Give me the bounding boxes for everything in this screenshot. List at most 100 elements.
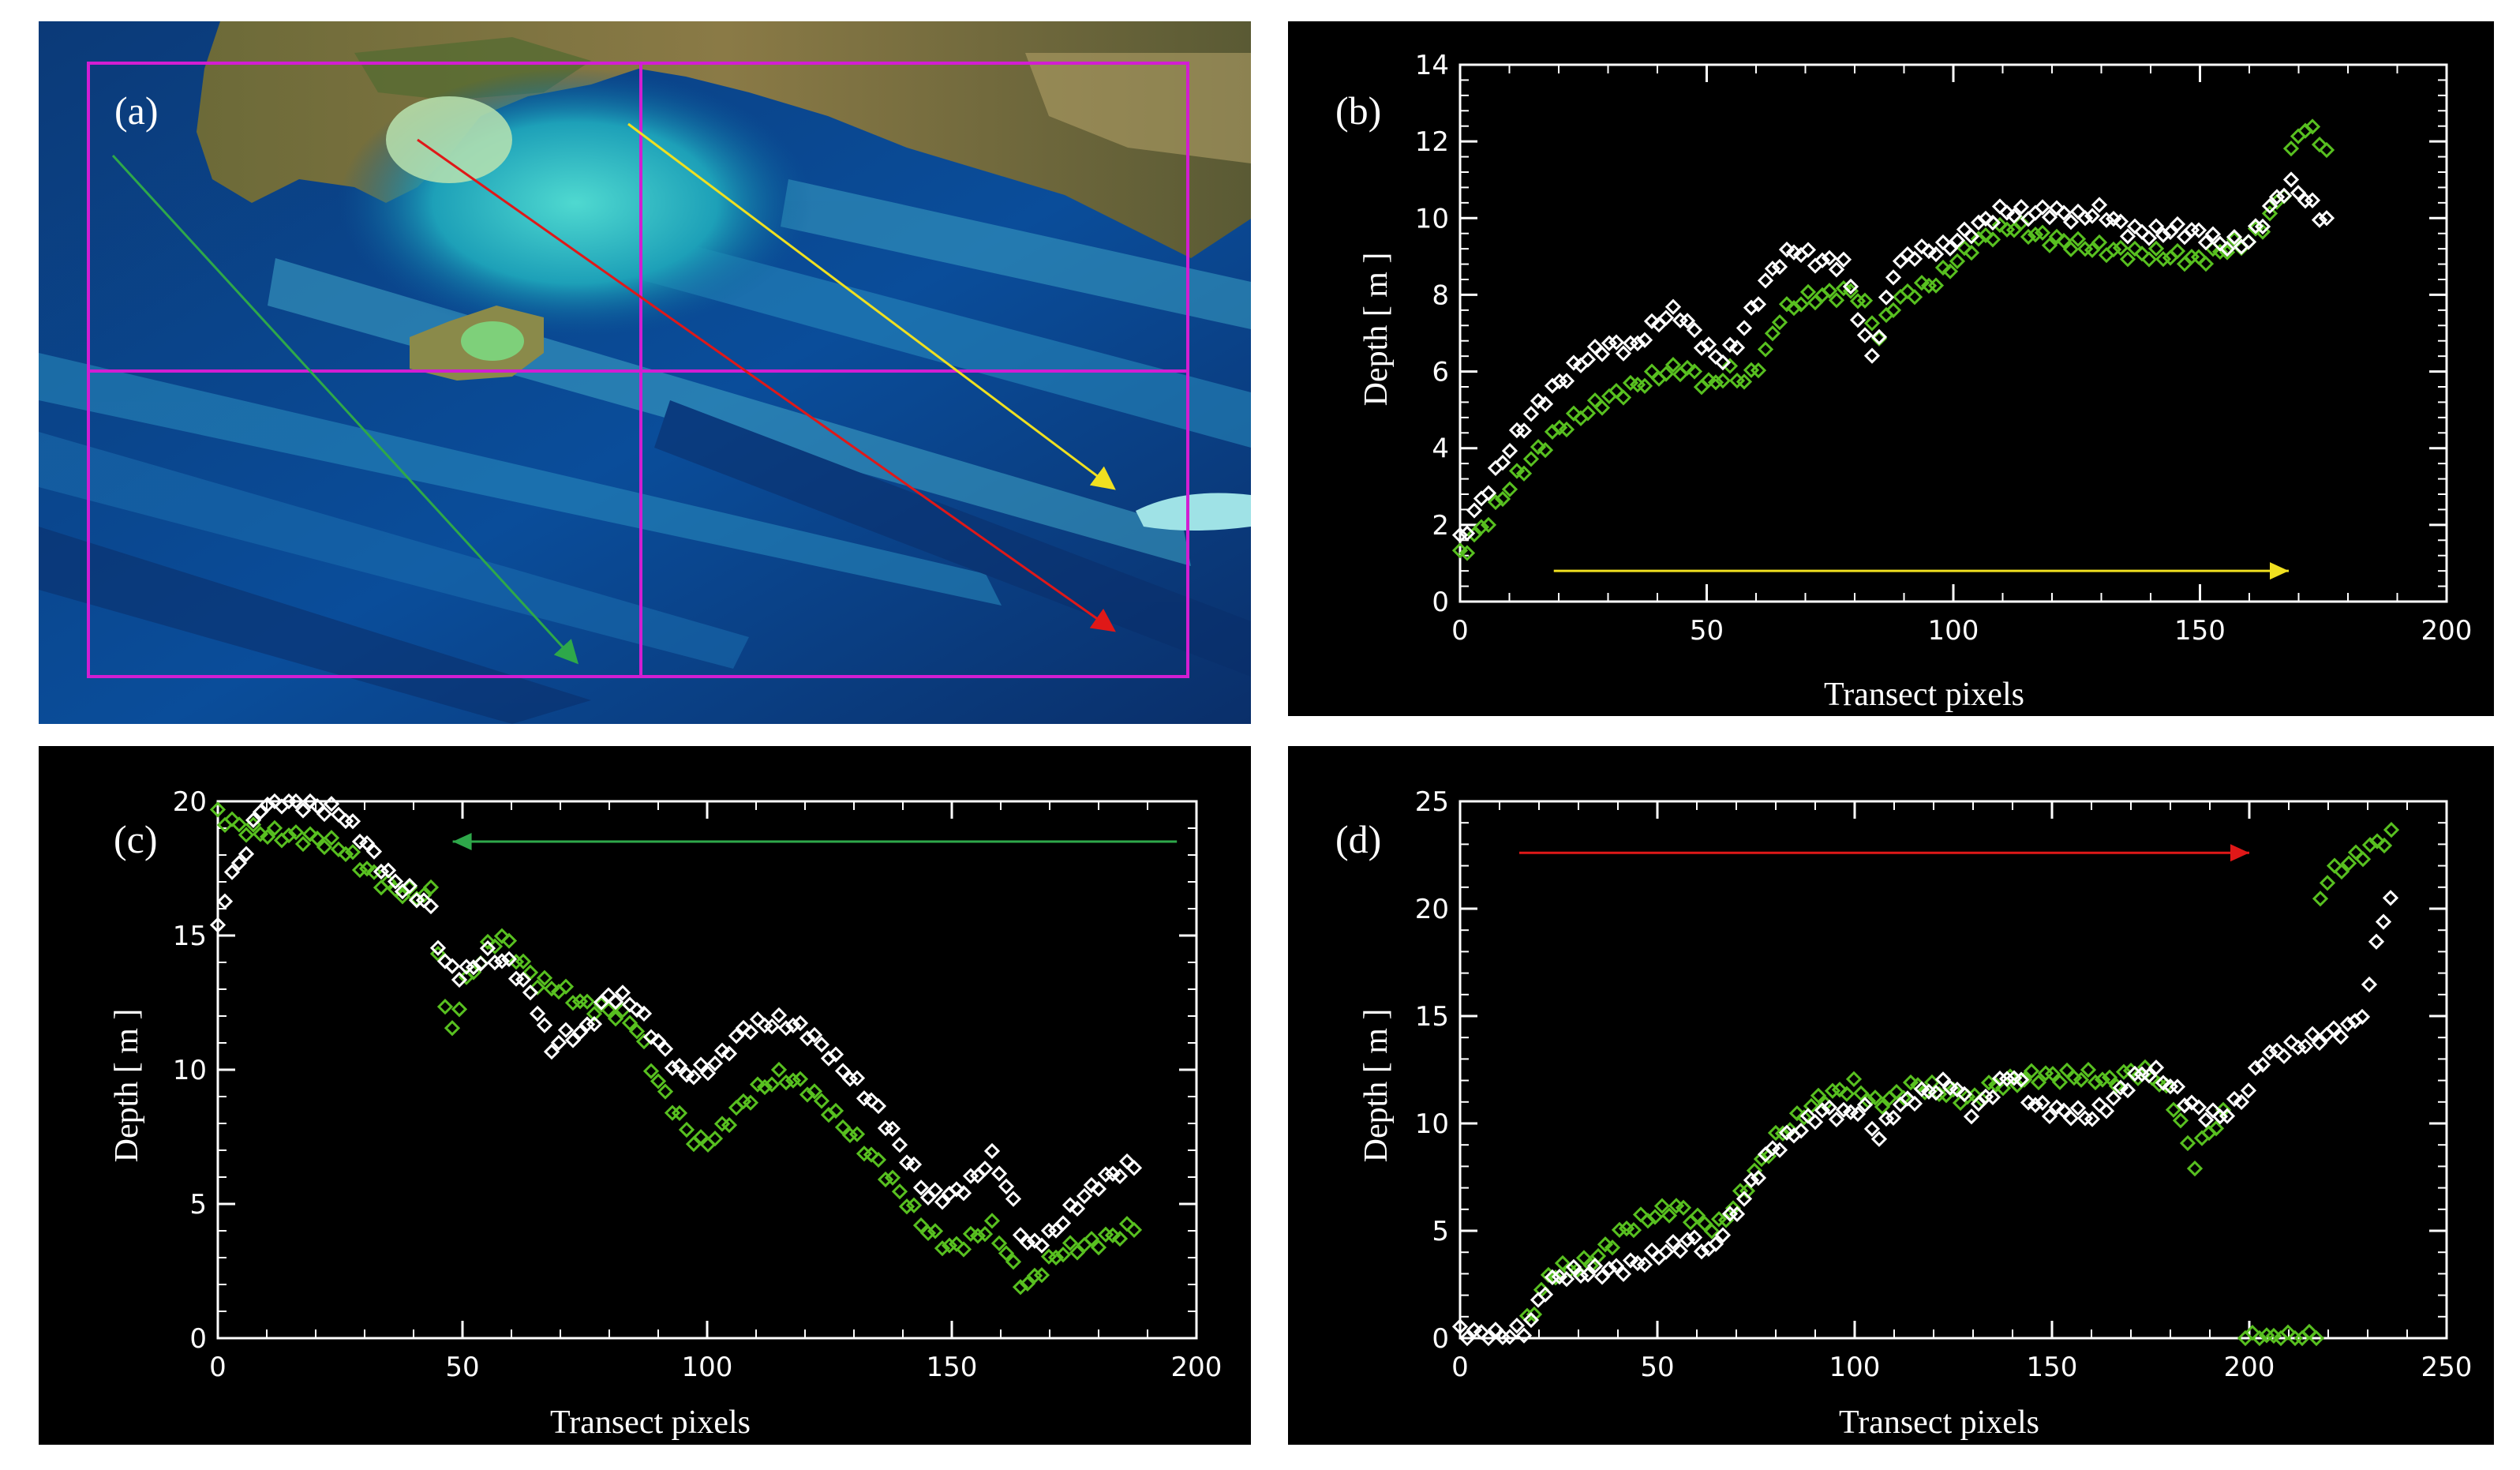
data-point (2197, 234, 2215, 251)
data-point (2311, 1034, 2328, 1052)
panel-b-tag: (b) (1335, 88, 1381, 133)
data-point (898, 1198, 916, 1215)
data-point (1458, 545, 1476, 561)
data-point (1728, 1206, 1746, 1222)
data-point (955, 1185, 972, 1202)
data-point (600, 1002, 617, 1018)
data-point (1515, 465, 1533, 482)
data-point (1771, 314, 1788, 331)
data-point (2048, 1099, 2065, 1116)
data-point (2361, 976, 2378, 993)
reef-patch (1136, 493, 1251, 531)
farmland (1025, 53, 1251, 163)
data-point (1906, 1095, 1923, 1112)
data-point (1949, 232, 1966, 249)
data-point (1629, 335, 1646, 351)
data-point (2091, 197, 2108, 213)
data-point (2340, 855, 2357, 872)
data-point (2304, 1026, 2321, 1042)
data-point (1012, 1279, 1029, 1296)
data-point (1920, 243, 1938, 260)
data-point (429, 939, 447, 956)
data-point (2261, 197, 2278, 215)
data-point (557, 1022, 575, 1038)
data-point (1956, 240, 1973, 257)
data-point (1807, 1114, 1824, 1131)
data-point (557, 978, 575, 995)
data-point (316, 838, 333, 856)
data-point (1458, 525, 1476, 542)
data-point (2190, 1099, 2207, 1116)
data-point (1984, 1089, 2001, 1105)
data-point (564, 1032, 582, 1048)
data-point (2147, 1059, 2165, 1076)
data-point (728, 1027, 745, 1044)
data-point (699, 1065, 717, 1082)
data-point (671, 1104, 688, 1122)
x-tick-label: 0 (209, 1352, 227, 1383)
data-point (1778, 296, 1795, 313)
data-point (1977, 210, 1994, 227)
data-point (1111, 1168, 1129, 1184)
data-point (1814, 252, 1831, 268)
data-point (1664, 357, 1682, 373)
data-point (373, 863, 390, 880)
data-point (1572, 1267, 1590, 1284)
data-point (1586, 1258, 1604, 1274)
data-point (650, 1033, 667, 1049)
x-tick-label: 150 (2174, 615, 2226, 647)
data-point (2098, 1103, 2115, 1119)
data-point (2318, 141, 2335, 159)
data-point (2162, 223, 2179, 241)
data-point (678, 1121, 695, 1138)
data-point (1679, 1232, 1696, 1248)
data-point (976, 1225, 994, 1243)
data-point (721, 1116, 738, 1134)
data-point (2361, 837, 2379, 853)
data-point (2282, 141, 2300, 157)
data-point (1863, 347, 1881, 364)
x-tick-label: 50 (1640, 1352, 1674, 1383)
data-point (1480, 516, 1497, 534)
data-point (245, 812, 262, 828)
data-point (373, 879, 390, 896)
data-point (827, 1046, 844, 1063)
data-point (692, 1056, 710, 1073)
data-point (948, 1236, 965, 1252)
data-point (1831, 1082, 1848, 1098)
data-point (586, 1016, 603, 1033)
data-point (2155, 251, 2172, 268)
data-point (1125, 1221, 1143, 1239)
chart-panel-c: 0 50 100 150 200 0 5 10 15 20 (c) Transect pixels… (39, 746, 1251, 1445)
y-tick-label: 0 (189, 1323, 207, 1355)
data-point (2076, 210, 2094, 227)
data-point (2383, 822, 2400, 838)
data-point (2041, 1108, 2058, 1124)
data-point (2319, 875, 2336, 891)
data-point (1026, 1267, 1043, 1284)
data-point (1963, 1108, 1980, 1125)
x-axis-title: Transect pixels (1839, 1404, 2039, 1441)
data-point (1828, 261, 1845, 278)
y-tick-label: 10 (1415, 1108, 1449, 1140)
data-point (1679, 359, 1696, 377)
data-point (955, 1241, 972, 1258)
data-point (1005, 1254, 1022, 1270)
data-point (1717, 1212, 1735, 1228)
data-point (2268, 189, 2286, 205)
data-point (1984, 214, 2001, 231)
axis-ticks (1458, 800, 2448, 1340)
data-point (2169, 216, 2186, 233)
data-point (2112, 239, 2129, 257)
data-point (479, 939, 496, 957)
data-point (2186, 1160, 2204, 1177)
data-point (1579, 1266, 1597, 1283)
data-point (1090, 1180, 1107, 1198)
data-point (1076, 1187, 1093, 1205)
data-point (1757, 272, 1774, 289)
red-transect-arrow (417, 138, 1116, 632)
data-point (1657, 366, 1675, 382)
data-point (2155, 1074, 2172, 1091)
data-point (209, 801, 227, 818)
arrow-head (452, 833, 472, 850)
